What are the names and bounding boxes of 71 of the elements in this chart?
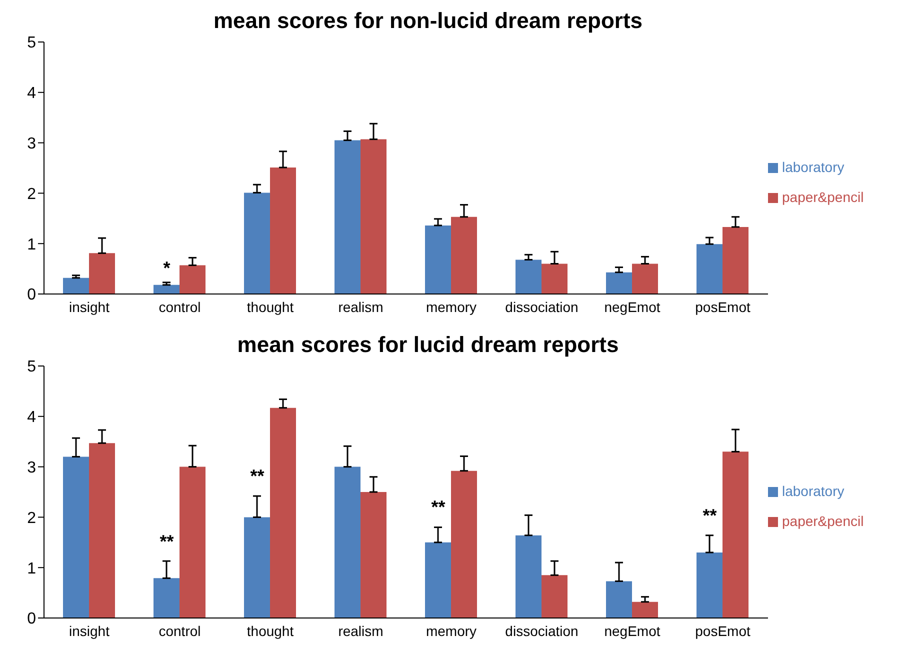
legend-label: laboratory bbox=[782, 159, 844, 175]
bar bbox=[696, 552, 723, 618]
bar bbox=[632, 602, 658, 618]
y-tick-label: 5 bbox=[27, 34, 36, 52]
annotation: ** bbox=[431, 497, 446, 518]
bar bbox=[696, 244, 723, 294]
y-tick-label: 4 bbox=[27, 85, 36, 102]
x-tick-label: control bbox=[158, 298, 201, 315]
annotation: * bbox=[163, 258, 170, 278]
bar bbox=[606, 581, 632, 618]
bar bbox=[425, 542, 452, 618]
x-tick-label: insight bbox=[69, 622, 110, 639]
bar bbox=[360, 492, 387, 618]
y-tick-label: 4 bbox=[27, 409, 36, 426]
x-tick-label: negEmot bbox=[604, 622, 660, 639]
x-tick-label: posEmot bbox=[695, 298, 750, 315]
bar bbox=[516, 535, 542, 618]
bar bbox=[154, 284, 180, 294]
x-tick-label: memory bbox=[426, 298, 477, 315]
bar bbox=[606, 272, 632, 294]
annotation: ** bbox=[250, 466, 264, 486]
x-tick-label: control bbox=[158, 622, 201, 639]
x-tick-label: memory bbox=[426, 622, 477, 639]
bar bbox=[334, 466, 361, 618]
bar bbox=[542, 575, 568, 618]
y-tick-label: 3 bbox=[27, 135, 36, 152]
bar bbox=[425, 225, 452, 294]
annotation: ** bbox=[702, 505, 717, 526]
bar bbox=[451, 470, 478, 618]
bar bbox=[722, 226, 749, 294]
bar bbox=[89, 443, 116, 618]
x-tick-label: posEmot bbox=[695, 622, 750, 639]
legend-label: laboratory bbox=[782, 483, 844, 499]
x-tick-label: realism bbox=[338, 622, 384, 639]
x-tick-label: dissociation bbox=[505, 298, 578, 315]
y-tick-label: 3 bbox=[27, 459, 36, 476]
bar bbox=[334, 140, 361, 294]
legend-label: paper&pencil bbox=[782, 189, 864, 205]
chart-title: mean scores for non-lucid dream reports bbox=[212, 8, 644, 35]
bar bbox=[244, 192, 270, 294]
y-tick-label: 1 bbox=[27, 236, 36, 254]
bar bbox=[632, 264, 658, 294]
x-tick-label: dissociation bbox=[505, 622, 578, 639]
y-tick-label: 2 bbox=[27, 510, 36, 527]
x-tick-label: insight bbox=[69, 298, 110, 315]
bar bbox=[722, 452, 749, 618]
y-tick-label: 1 bbox=[27, 560, 36, 578]
x-tick-label: realism bbox=[338, 298, 384, 315]
bar bbox=[542, 264, 568, 294]
bar bbox=[180, 265, 206, 294]
bar bbox=[360, 139, 387, 294]
bar bbox=[89, 253, 116, 294]
bar bbox=[244, 517, 270, 618]
bar bbox=[63, 456, 90, 618]
y-tick-label: 2 bbox=[27, 186, 36, 203]
x-tick-label: negEmot bbox=[604, 298, 660, 315]
bar bbox=[516, 260, 542, 294]
bar bbox=[270, 408, 296, 618]
bar bbox=[270, 167, 296, 294]
bar bbox=[63, 278, 90, 294]
bar bbox=[154, 578, 180, 618]
bar bbox=[451, 216, 478, 294]
legend-label: paper&pencil bbox=[782, 513, 864, 529]
annotation: ** bbox=[160, 531, 174, 552]
x-tick-label: thought bbox=[246, 622, 294, 639]
bar bbox=[180, 466, 206, 618]
y-tick-label: 0 bbox=[27, 286, 36, 304]
x-tick-label: thought bbox=[246, 298, 294, 315]
chart-title: mean scores for lucid dream reports bbox=[236, 332, 620, 359]
y-tick-label: 0 bbox=[27, 610, 36, 628]
y-tick-label: 5 bbox=[27, 358, 36, 376]
